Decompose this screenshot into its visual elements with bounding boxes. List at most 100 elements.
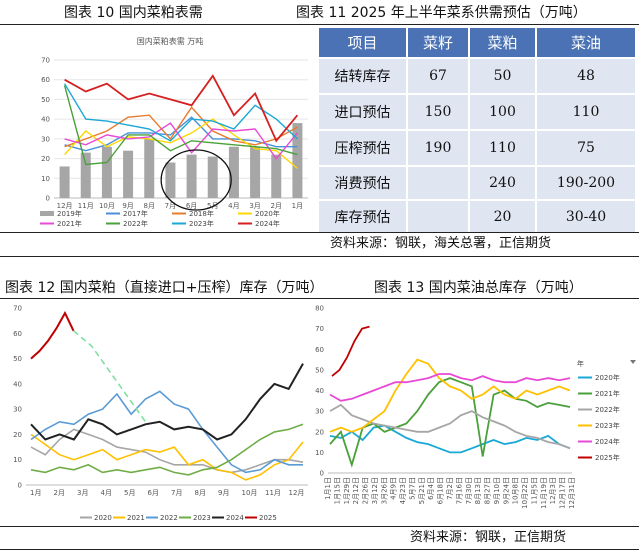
table-cell: 30-40: [535, 199, 637, 234]
legend-label: 2020: [94, 514, 112, 522]
x-tick-label: 9月24日: [502, 477, 510, 504]
legend-label: 2022年: [595, 405, 620, 414]
y-tick-label: 20: [41, 155, 50, 163]
series-line-2021: [30, 433, 304, 481]
legend-label: 2024年: [595, 437, 620, 446]
table-cell: 75: [535, 129, 637, 167]
y-tick-label: 60: [315, 346, 324, 354]
x-tick-label: 10月22日: [521, 477, 529, 509]
x-tick-label: 1月15日: [333, 477, 341, 504]
y-tick-label: 30: [315, 408, 324, 416]
table-cell: 压榨预估: [317, 129, 408, 167]
table-header-row: 项目 菜籽 菜粕 菜油: [317, 26, 637, 59]
table-cell: 库存预估: [317, 199, 408, 234]
x-tick-label: 5月21日: [418, 477, 426, 504]
table-cell: 190-200: [535, 165, 637, 201]
y-tick-label: 0: [18, 482, 22, 490]
y-tick-label: 70: [13, 305, 22, 313]
x-tick-label: 4月23日: [399, 477, 407, 504]
legend-label: 2025年: [595, 453, 620, 462]
table-header-rapeseed: 菜籽: [406, 26, 470, 59]
series-line-2017年: [64, 116, 298, 152]
x-tick-label: 1月: [292, 202, 303, 210]
series-line-预估: [72, 330, 147, 423]
series-line-2024年: [64, 74, 299, 143]
x-tick-label: 2月12日: [352, 477, 360, 504]
table-cell: 67: [406, 57, 470, 95]
legend-label: 2023年: [595, 421, 620, 430]
table-cell: 100: [468, 93, 537, 131]
series-line-2024年: [329, 373, 571, 402]
divider: [0, 298, 639, 299]
table-cell: [406, 199, 470, 234]
fig12-chart: 0 10 20 30 40 50 60 70 1月 2月 3月 4月 5月 6月 7月 8月 9月 10月 11月 1…: [13, 305, 308, 522]
bar-2019: [59, 166, 70, 198]
fig11-title: 图表 11 2025 年上半年菜系供需预估（万吨）: [296, 5, 587, 21]
y-tick-label: 10: [13, 456, 22, 464]
bar-2019: [101, 146, 112, 198]
series-line-2023年: [329, 358, 571, 433]
x-tick-label: 9月: [218, 489, 229, 497]
bar-2019: [80, 152, 91, 198]
legend-label: 2024年: [255, 219, 280, 228]
legend-label: 2020年: [255, 209, 280, 218]
x-tick-label: 10月: [99, 202, 115, 210]
x-tick-label: 11月: [265, 489, 281, 497]
bar-2019: [165, 162, 176, 198]
legend-label: 2022年: [123, 219, 148, 228]
table-cell: 110: [535, 93, 637, 131]
bar-2019: [250, 146, 261, 198]
filter-dropdown-icon: [630, 360, 636, 364]
legend-label: 2021年: [57, 219, 82, 228]
y-tick-label: 80: [315, 305, 324, 313]
table-row: 库存预估 20 30-40: [317, 199, 637, 234]
chart-title: 国内菜粕表需 万吨: [137, 36, 204, 46]
x-tick-label: 2月: [54, 489, 65, 497]
series-line-2022: [30, 390, 303, 474]
x-tick-label: 4月: [228, 202, 239, 210]
legend-label: 2018年: [189, 209, 214, 218]
table-cell: 150: [406, 93, 470, 131]
table-row: 消费预估 240 190-200: [317, 165, 637, 201]
x-tick-label: 11月5日: [530, 477, 538, 504]
table-cell: 20: [468, 199, 537, 234]
x-tick-label: 6月: [186, 202, 197, 210]
fig13-chart: 0 10 20 30 40 50 60 70 80 1月1日 1月15日 1月29日 2月12日 2月26…: [315, 305, 636, 509]
x-tick-label: 2月26日: [362, 477, 370, 504]
series-line-2023: [30, 423, 304, 476]
table-row: 结转库存 67 50 48: [317, 57, 637, 95]
divider: [0, 549, 639, 550]
x-tick-label: 3月: [249, 202, 260, 210]
fig13-title: 图表 13 国内菜油总库存（万吨）: [374, 280, 583, 296]
bar-2019: [228, 146, 239, 198]
series-line-2024: [30, 363, 304, 441]
x-tick-label: 7月16日: [455, 477, 463, 504]
x-tick-label: 8月13日: [474, 477, 482, 504]
y-tick-label: 60: [13, 330, 22, 338]
x-tick-label: 11月: [78, 202, 94, 210]
legend-label: 2021年: [595, 389, 620, 398]
y-tick-label: 0: [320, 470, 324, 478]
x-tick-label: 6月18日: [437, 477, 445, 504]
x-tick-label: 6月4日: [427, 477, 435, 500]
y-tick-label: 40: [315, 387, 324, 395]
legend-label: 2024: [226, 514, 244, 522]
source-top: 资料来源：钢联，海关总署，正信期货: [330, 236, 552, 251]
table-row: 压榨预估 190 110 75: [317, 129, 637, 167]
x-tick-label: 8月: [144, 202, 155, 210]
y-tick-label: 50: [41, 96, 50, 104]
fig12-title: 图表 12 国内菜粕（直接进口+压榨）库存（万吨）: [5, 280, 324, 296]
x-tick-label: 12月: [289, 489, 305, 497]
bar-2019: [144, 138, 155, 198]
table-cell: 110: [468, 129, 537, 167]
source-bottom: 资料来源：钢联，正信期货: [410, 530, 567, 545]
table-header-item: 项目: [317, 26, 408, 59]
table-cell: 结转库存: [317, 57, 408, 95]
table-row: 进口预估 150 100 110: [317, 93, 637, 131]
legend-swatch: [40, 211, 54, 216]
bar-2019: [207, 156, 218, 198]
divider: [0, 24, 639, 25]
x-tick-label: 12月3日: [549, 477, 557, 504]
series-line-2023年: [63, 83, 298, 142]
y-tick-label: 20: [315, 428, 324, 436]
